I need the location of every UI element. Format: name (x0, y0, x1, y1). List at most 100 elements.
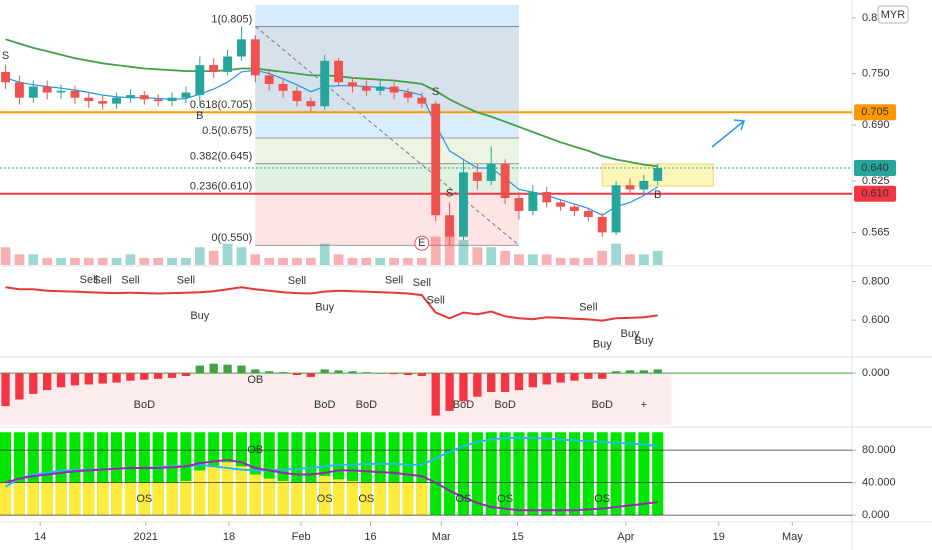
bar (166, 482, 178, 516)
volume-bar (292, 257, 302, 265)
zone-bar (485, 432, 497, 516)
y-tick-label: 0.565 (862, 226, 890, 238)
volume-bar (97, 257, 108, 265)
bar (403, 373, 413, 376)
bar (97, 482, 109, 516)
zone-bar (69, 432, 81, 516)
y-tick-label: 0.750 (862, 68, 890, 80)
candle-body (250, 39, 260, 76)
volume-bar (167, 257, 177, 265)
bar (29, 373, 38, 394)
candle-body (334, 60, 344, 83)
volume-bar (153, 257, 164, 265)
fib-label: 0.618(0.705) (190, 99, 252, 111)
candle-body (278, 83, 288, 91)
zone-bar (652, 432, 664, 516)
bar (445, 373, 454, 411)
annotation: Sell (579, 301, 597, 313)
bar (56, 373, 66, 388)
volume-bar (652, 250, 663, 265)
bar (362, 372, 371, 374)
zone-bar (541, 432, 553, 516)
bar (181, 373, 191, 376)
volume-bar (583, 257, 594, 265)
volume-bar (83, 257, 94, 265)
annotation: B (654, 189, 661, 201)
volume-bar (361, 257, 372, 265)
volume-bar (347, 257, 358, 265)
x-tick-label: May (782, 531, 803, 543)
bar (305, 482, 317, 516)
zone-bar (610, 432, 622, 516)
candle-body (625, 185, 635, 190)
bar (27, 482, 39, 516)
zone-bar (444, 432, 456, 516)
candle-body (528, 192, 538, 211)
volume-bar (56, 257, 66, 265)
candle-body (472, 172, 482, 181)
volume-bar (597, 250, 608, 265)
bar (208, 466, 220, 516)
annotation: Buy (620, 328, 639, 340)
candle-body (167, 97, 177, 102)
annotation: Sell (94, 275, 112, 287)
zone-bar (638, 432, 650, 516)
annotation: OS (497, 493, 513, 505)
bar (570, 373, 579, 381)
bar (249, 474, 261, 516)
bar (514, 373, 524, 391)
annotation: OB (247, 374, 263, 386)
y-tick-label: 40.000 (862, 477, 896, 489)
volume-bar (403, 257, 413, 265)
y-tick-label: 0.600 (862, 314, 890, 326)
candle-body (14, 82, 24, 98)
volume-bar (111, 257, 122, 265)
price-tag-label: 0.610 (861, 188, 889, 200)
zone-bar (568, 432, 581, 516)
zone-bar (360, 432, 372, 516)
candle-body (84, 97, 94, 102)
bar (55, 482, 67, 516)
bar (84, 373, 93, 385)
bar (320, 369, 329, 374)
event-marker (414, 235, 430, 251)
annotation: Buy (634, 335, 653, 347)
bar (319, 476, 331, 516)
annotation: Buy (190, 310, 209, 322)
moving-average (5, 38, 658, 168)
candle-body (361, 86, 371, 91)
x-tick-label: Mar (432, 531, 451, 543)
bar (292, 373, 302, 376)
candle-body (514, 198, 524, 211)
bar (235, 466, 247, 516)
candle-body (209, 65, 219, 72)
fib-trend (255, 26, 520, 246)
candle-body (112, 97, 122, 104)
candle-body (389, 86, 399, 93)
volume-bar (125, 254, 136, 265)
x-tick-label: Apr (617, 531, 634, 543)
bar (598, 373, 607, 379)
volume-bar (222, 243, 233, 265)
bar (500, 373, 510, 392)
annotation: Buy (315, 301, 334, 313)
y-tick-label: 0.800 (862, 275, 890, 287)
indicator-line (5, 458, 658, 512)
bar (487, 373, 496, 392)
bar (376, 373, 385, 374)
zone-bar (124, 432, 136, 516)
volume-bar (444, 233, 455, 265)
annotation: BoD (453, 399, 474, 411)
bar (180, 481, 192, 516)
candle-body (237, 39, 246, 57)
fib-zone (255, 193, 519, 246)
volume-bar (514, 254, 524, 265)
bar (473, 373, 482, 397)
volume-bar (639, 254, 649, 265)
bar (584, 373, 593, 379)
annotation: Sell (80, 274, 98, 286)
bar (41, 482, 53, 516)
bar (346, 481, 359, 516)
zone-bar (138, 432, 150, 516)
bar (459, 373, 468, 402)
